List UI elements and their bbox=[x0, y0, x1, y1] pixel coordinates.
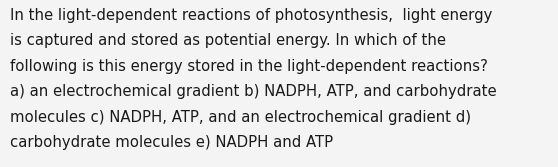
Text: a) an electrochemical gradient b) NADPH, ATP, and carbohydrate: a) an electrochemical gradient b) NADPH,… bbox=[10, 84, 497, 99]
Text: molecules c) NADPH, ATP, and an electrochemical gradient d): molecules c) NADPH, ATP, and an electroc… bbox=[10, 110, 471, 125]
Text: following is this energy stored in the light-dependent reactions?: following is this energy stored in the l… bbox=[10, 59, 488, 74]
Text: is captured and stored as potential energy. In which of the: is captured and stored as potential ener… bbox=[10, 33, 446, 48]
Text: carbohydrate molecules e) NADPH and ATP: carbohydrate molecules e) NADPH and ATP bbox=[10, 135, 333, 150]
Text: In the light-dependent reactions of photosynthesis,  light energy: In the light-dependent reactions of phot… bbox=[10, 8, 492, 23]
